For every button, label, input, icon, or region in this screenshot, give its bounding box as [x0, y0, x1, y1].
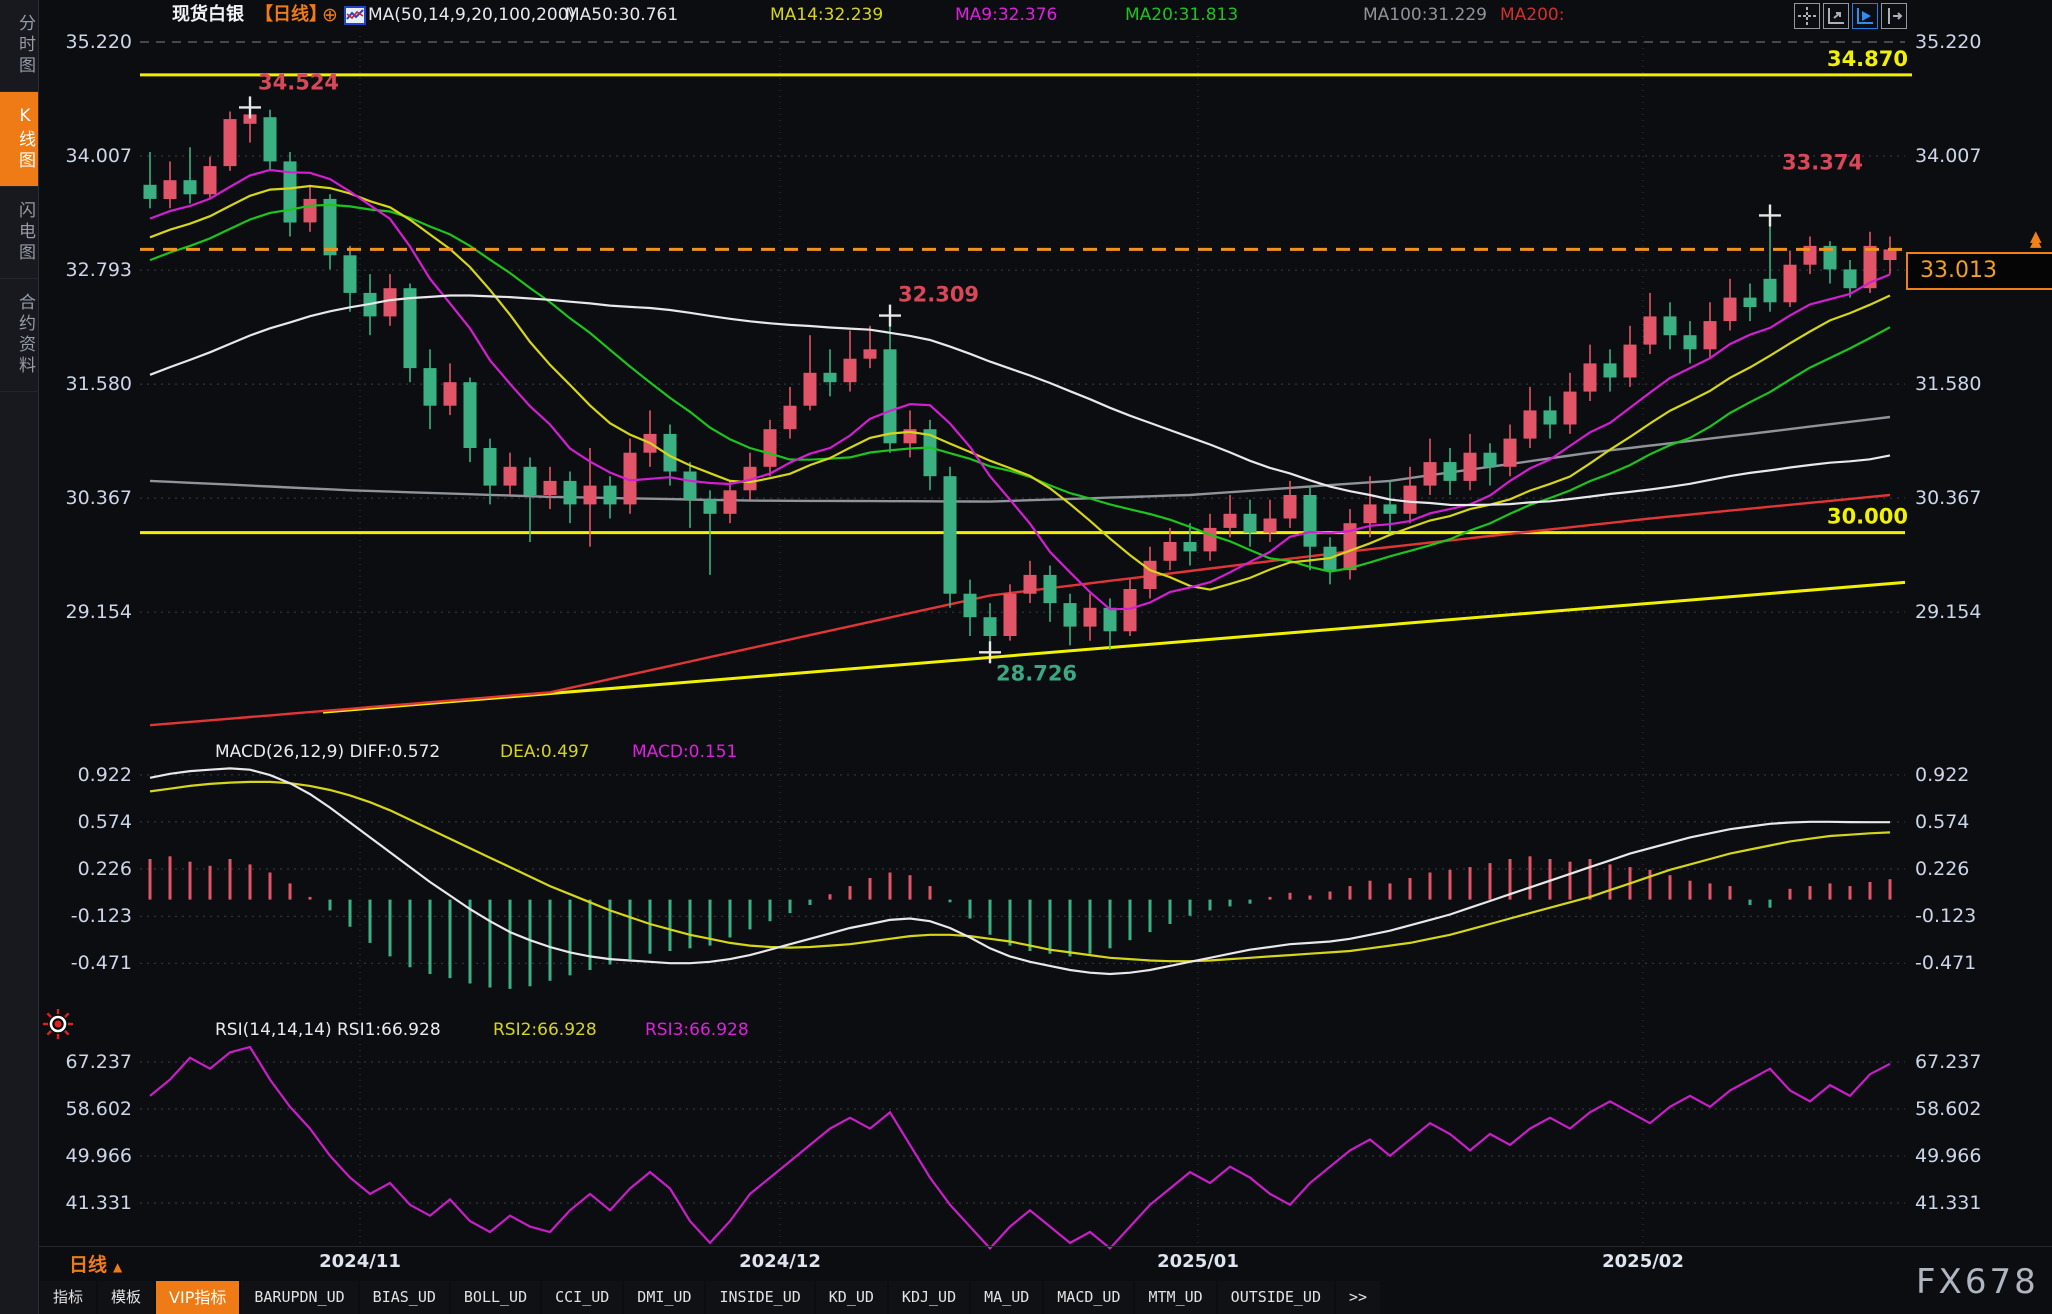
- axis-auto-icon[interactable]: [1852, 3, 1878, 29]
- indicator-tab[interactable]: OUTSIDE_UD: [1217, 1281, 1334, 1314]
- period-selector[interactable]: 日线 ▲: [69, 1254, 123, 1276]
- ma-value-label: MA9:32.376: [955, 5, 1058, 25]
- indicator-tab[interactable]: 模板: [98, 1281, 155, 1314]
- sidebar: 分时图 K线图 闪电图 合约资料: [0, 0, 39, 1314]
- indicator-tab[interactable]: KDJ_UD: [888, 1281, 970, 1314]
- indicator-tab[interactable]: DMI_UD: [624, 1281, 705, 1314]
- svg-text:33.374: 33.374: [1782, 150, 1863, 174]
- price-axis-label-left: 31.580: [65, 373, 132, 396]
- macd-axis-label-right: 0.922: [1915, 763, 1970, 786]
- indicator-tab[interactable]: MACD_UD: [1044, 1281, 1134, 1314]
- price-axis-label-right: 35.220: [1915, 31, 1982, 53]
- month-label: 2025/02: [1602, 1251, 1684, 1272]
- chart-type-icon[interactable]: [344, 6, 366, 30]
- rsi-axis-label-right: 58.602: [1915, 1098, 1982, 1120]
- rsi-axis-label-left: 41.331: [65, 1192, 132, 1214]
- svg-text:30.000: 30.000: [1827, 505, 1908, 529]
- price-axis-label-left: 29.154: [65, 601, 132, 624]
- ma-value-label: MA200:: [1500, 5, 1565, 25]
- macd-header: MACD(26,12,9) DIFF:0.572: [215, 742, 441, 762]
- xaxis-row: 日线 ▲ 2024/11 2024/12 2025/01 2025/02: [38, 1248, 2052, 1278]
- svg-text:28.726: 28.726: [996, 661, 1077, 685]
- instrument-title: 现货白银: [172, 4, 244, 25]
- month-label: 2024/11: [319, 1251, 401, 1272]
- period-tag[interactable]: 【日线】: [255, 4, 327, 25]
- indicator-tabbar: 指标 模板 VIP指标 BARUPDN_UD BIAS_UD BOLL_UD CCI_UD D…: [40, 1281, 1381, 1314]
- ma-params-label: MA(50,14,9,20,100,200): [368, 5, 576, 25]
- sidebar-item-1[interactable]: K线图: [0, 92, 38, 187]
- macd-axis-label-right: -0.471: [1915, 952, 1977, 975]
- indicator-tab[interactable]: CCI_UD: [542, 1281, 623, 1314]
- macd-axis-label-left: 0.226: [77, 858, 132, 881]
- macd-macd-value: MACD:0.151: [632, 742, 738, 762]
- hot-indicator-icon[interactable]: [42, 1008, 74, 1044]
- price-axis-label-right: 29.154: [1915, 601, 1982, 624]
- indicator-tab[interactable]: BOLL_UD: [450, 1281, 541, 1314]
- price-axis-label-right: 30.367: [1915, 487, 1982, 510]
- sidebar-item-2[interactable]: 闪电图: [0, 187, 38, 279]
- add-indicator-icon[interactable]: ⊕: [322, 4, 338, 26]
- svg-text:34.870: 34.870: [1827, 47, 1908, 71]
- caret-up-icon: ▲: [113, 1260, 123, 1274]
- month-label: 2025/01: [1157, 1251, 1239, 1272]
- rsi-axis-label-right: 41.331: [1915, 1192, 1982, 1214]
- current-price-box: 33.013: [1906, 252, 2052, 290]
- price-axis-label-left: 34.007: [65, 144, 132, 167]
- price-axis-label-left: 35.220: [65, 31, 132, 53]
- macd-axis-label-right: 0.574: [1915, 810, 1970, 833]
- indicator-tab[interactable]: MTM_UD: [1135, 1281, 1216, 1314]
- rsi-axis-label-left: 49.966: [65, 1145, 132, 1167]
- chart-toolbar: [1794, 3, 1907, 29]
- sidebar-item-0[interactable]: 分时图: [0, 0, 38, 92]
- right-margin-icon[interactable]: [1881, 3, 1907, 29]
- macd-dea-value: DEA:0.497: [500, 742, 590, 762]
- rsi-axis-label-left: 67.237: [65, 1051, 132, 1073]
- rsi-axis-label-right: 67.237: [1915, 1051, 1982, 1073]
- price-axis-label-right: 31.580: [1915, 373, 1982, 396]
- indicator-tab[interactable]: VIP指标: [156, 1281, 240, 1314]
- ma-value-label: MA50:30.761: [565, 5, 679, 25]
- ma-value-label: MA14:32.239: [770, 5, 884, 25]
- rsi3-value: RSI3:66.928: [645, 1020, 749, 1040]
- indicator-tab[interactable]: INSIDE_UD: [706, 1281, 814, 1314]
- axis-scale-icon[interactable]: [1823, 3, 1849, 29]
- rsi-header: RSI(14,14,14) RSI1:66.928: [215, 1020, 441, 1040]
- macd-axis-label-right: 0.226: [1915, 858, 1970, 881]
- ma-value-label: MA20:31.813: [1125, 5, 1239, 25]
- indicator-tab[interactable]: >>: [1335, 1281, 1381, 1314]
- macd-axis-label-left: -0.471: [70, 952, 132, 975]
- rsi-axis-label-left: 58.602: [65, 1098, 132, 1120]
- sidebar-item-3[interactable]: 合约资料: [0, 279, 38, 392]
- indicator-tab[interactable]: MA_UD: [971, 1281, 1043, 1314]
- ma-value-label: MA100:31.229: [1363, 5, 1487, 25]
- price-axis-label-left: 30.367: [65, 487, 132, 510]
- macd-axis-label-left: 0.574: [77, 810, 132, 833]
- svg-text:34.524: 34.524: [258, 70, 339, 94]
- rsi2-value: RSI2:66.928: [493, 1020, 597, 1040]
- price-axis-label-left: 32.793: [65, 259, 132, 282]
- price-axis-label-right: 34.007: [1915, 144, 1982, 167]
- indicator-tab[interactable]: BARUPDN_UD: [241, 1281, 358, 1314]
- indicator-tab[interactable]: KD_UD: [815, 1281, 887, 1314]
- svg-text:32.309: 32.309: [898, 283, 979, 307]
- watermark: FX678: [1916, 1262, 2039, 1302]
- price-up-arrow-icon: ▲ ▲: [2030, 227, 2042, 250]
- rsi-axis-label-right: 49.966: [1915, 1145, 1982, 1167]
- indicator-tab[interactable]: 指标: [40, 1281, 97, 1314]
- macd-axis-label-left: 0.922: [77, 763, 132, 786]
- macd-axis-label-right: -0.123: [1915, 905, 1977, 928]
- crosshair-move-icon[interactable]: [1794, 3, 1820, 29]
- month-label: 2024/12: [739, 1251, 821, 1272]
- indicator-tab[interactable]: BIAS_UD: [359, 1281, 449, 1314]
- macd-axis-label-left: -0.123: [70, 905, 132, 928]
